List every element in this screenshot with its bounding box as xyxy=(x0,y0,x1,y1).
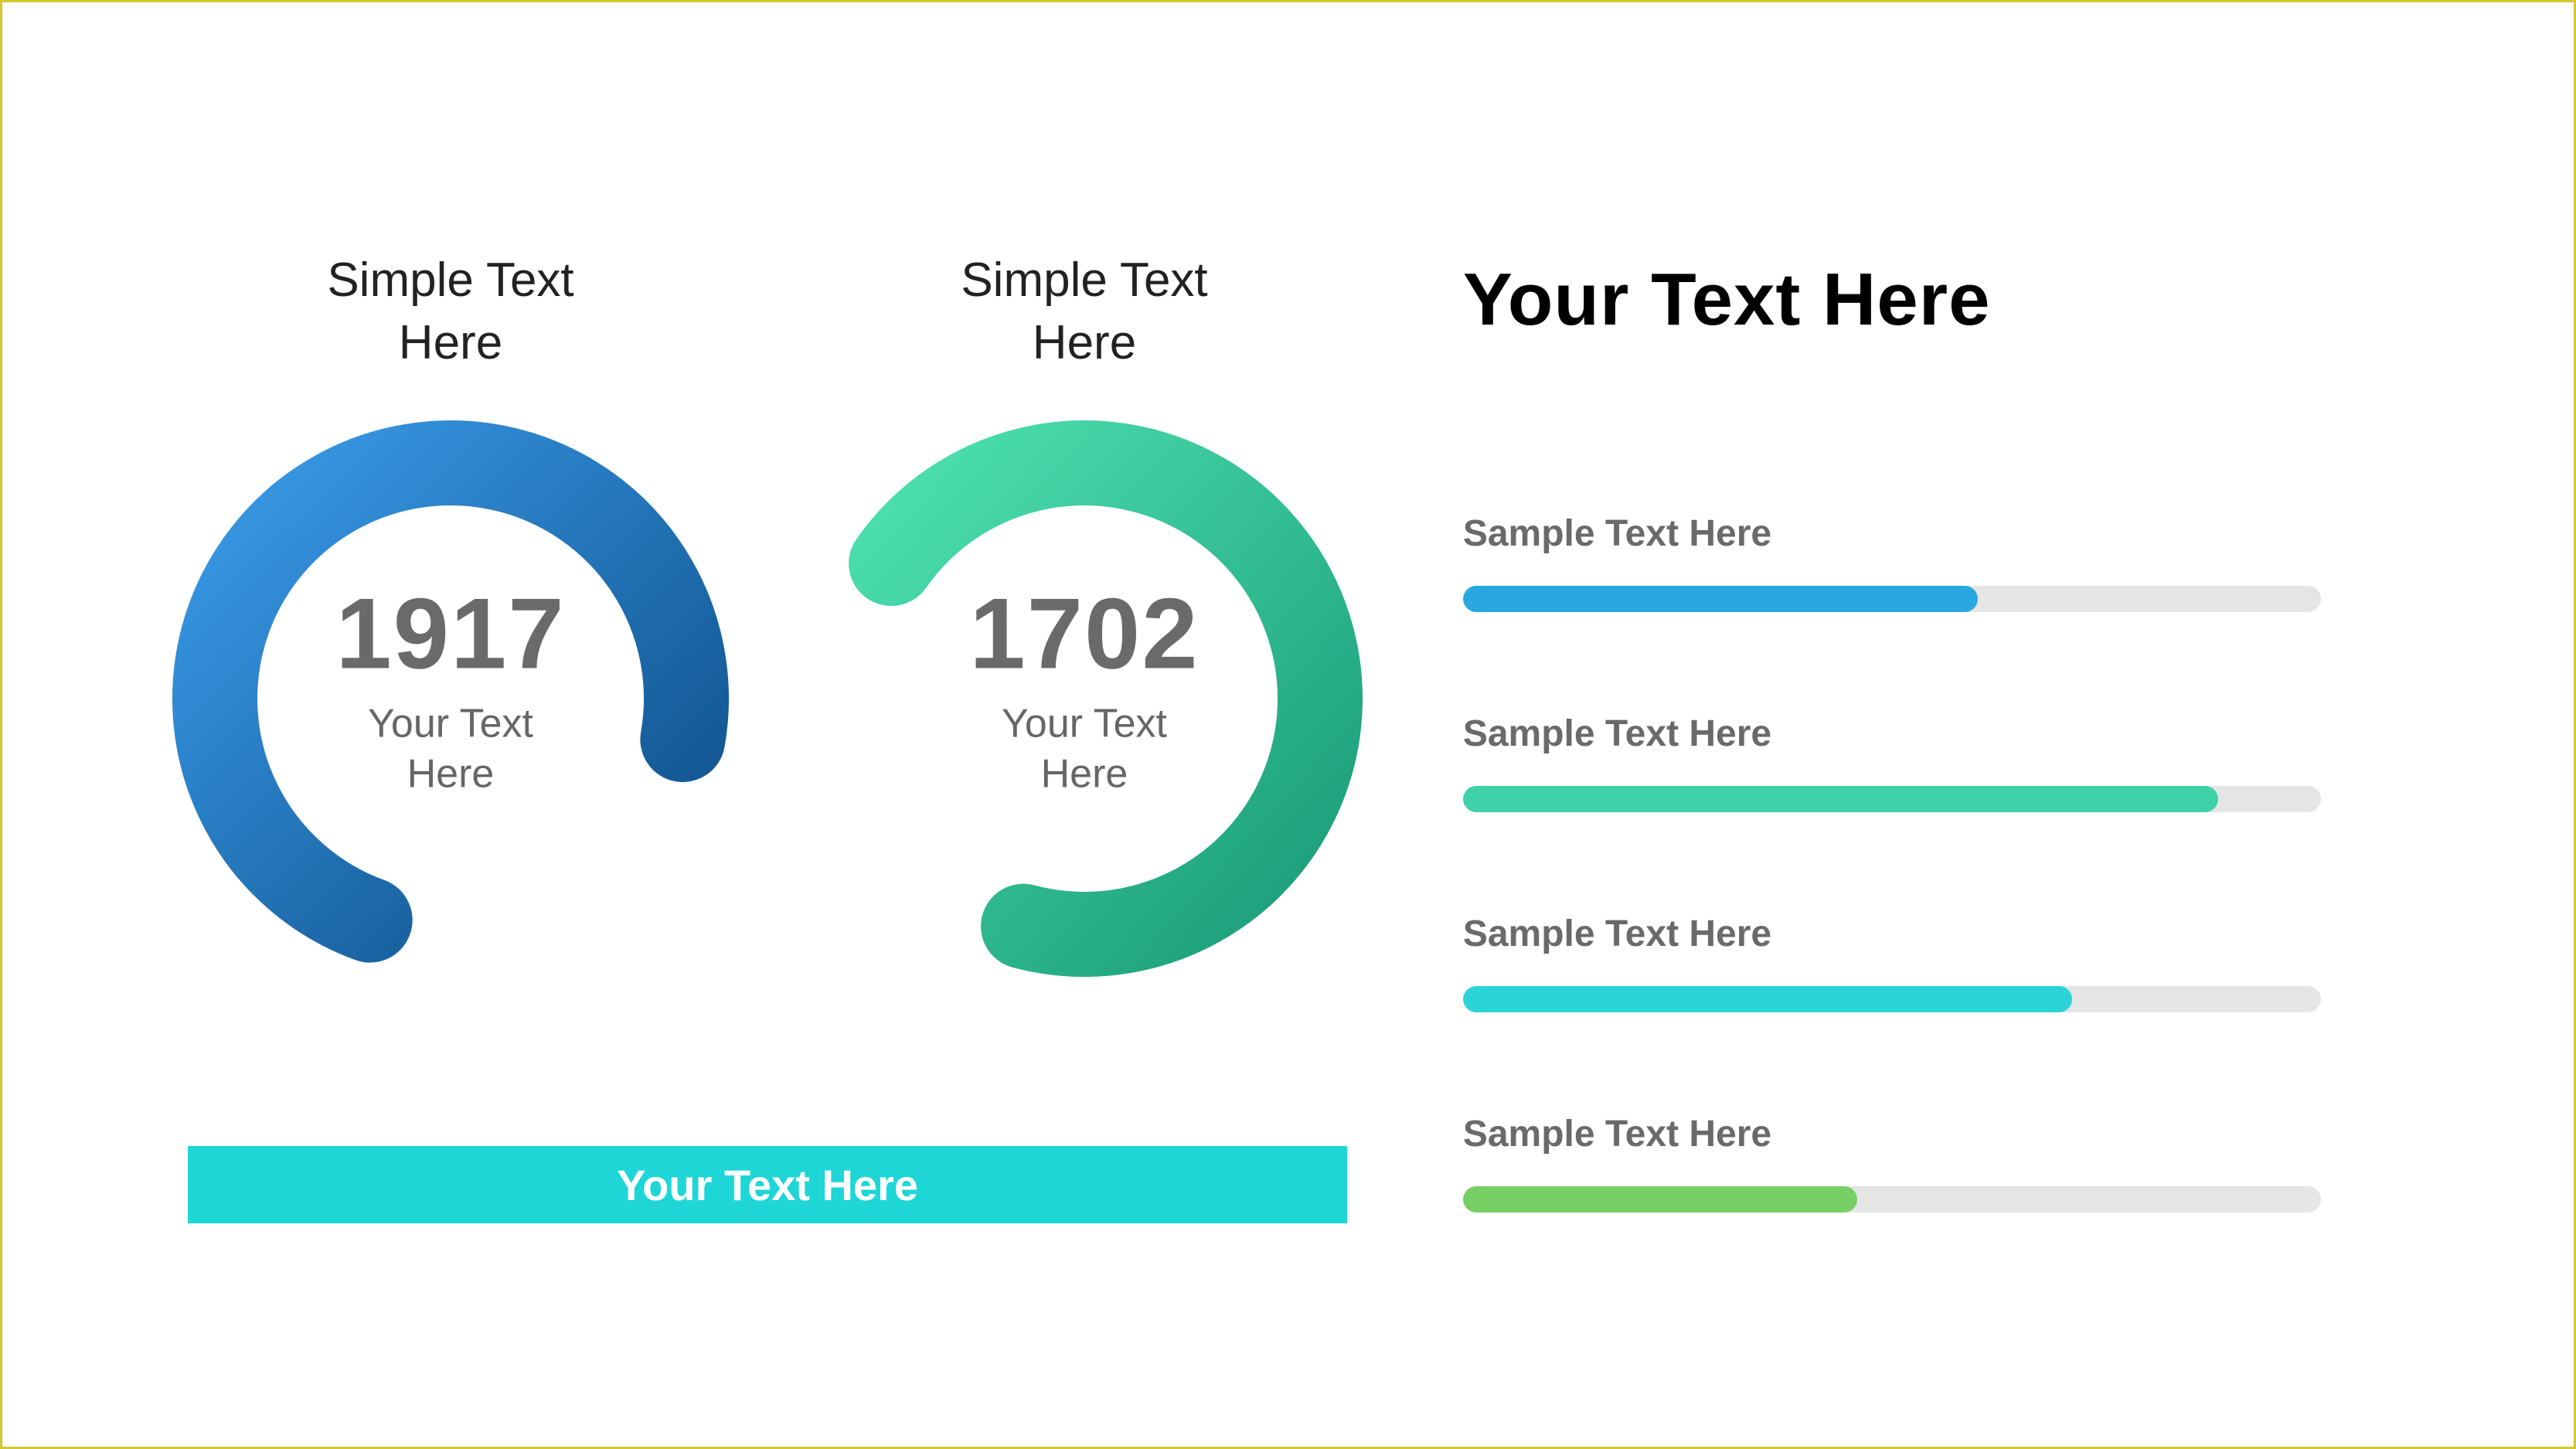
left-panel: Simple Text Here1917Your Text HereSimple… xyxy=(2,2,1417,1447)
gauge-value: 1917 xyxy=(335,576,565,692)
progress-bar-fill xyxy=(1463,1186,1858,1213)
progress-bar-item-0: Sample Text Here xyxy=(1463,512,2419,612)
gauge-subtext: Your Text Here xyxy=(335,699,565,800)
progress-bar-track xyxy=(1463,986,2321,1012)
banner-bar: Your Text Here xyxy=(188,1146,1347,1223)
progress-bar-track xyxy=(1463,786,2321,812)
gauge-subtext: Your Text Here xyxy=(969,699,1199,800)
progress-bar-track xyxy=(1463,1186,2321,1213)
progress-bar-label: Sample Text Here xyxy=(1463,913,2419,955)
progress-bar-track xyxy=(1463,586,2321,612)
right-panel: Your Text Here Sample Text HereSample Te… xyxy=(1417,2,2574,1447)
progress-bar-label: Sample Text Here xyxy=(1463,512,2419,555)
gauge-title: Simple Text Here xyxy=(327,250,573,374)
gauge-center: 1917Your Text Here xyxy=(335,576,565,800)
progress-bar-label: Sample Text Here xyxy=(1463,1113,2419,1155)
progress-bar-fill xyxy=(1463,786,2218,812)
gauge-block-0: Simple Text Here 1917Your Text Here xyxy=(172,250,729,977)
gauge-row: Simple Text Here1917Your Text HereSimple… xyxy=(172,250,1417,977)
progress-bar-item-2: Sample Text Here xyxy=(1463,913,2419,1012)
section-heading: Your Text Here xyxy=(1463,257,2419,342)
progress-bar-fill xyxy=(1463,586,1978,612)
progress-bar-item-3: Sample Text Here xyxy=(1463,1113,2419,1213)
progress-bar-label: Sample Text Here xyxy=(1463,713,2419,755)
gauge-center: 1702Your Text Here xyxy=(969,576,1199,800)
banner-text: Your Text Here xyxy=(617,1160,918,1210)
progress-bar-item-1: Sample Text Here xyxy=(1463,713,2419,812)
slide-frame: Simple Text Here1917Your Text HereSimple… xyxy=(0,0,2576,1449)
gauge-arc: 1917Your Text Here xyxy=(172,420,729,977)
gauge-value: 1702 xyxy=(969,576,1199,692)
progress-bar-list: Sample Text Here Sample Text Here Sample T… xyxy=(1463,512,2419,1213)
gauge-arc: 1702Your Text Here xyxy=(806,420,1363,977)
progress-bar-fill xyxy=(1463,986,2072,1012)
gauge-title: Simple Text Here xyxy=(961,250,1207,374)
gauge-block-1: Simple Text Here 1702Your Text Here xyxy=(806,250,1363,977)
